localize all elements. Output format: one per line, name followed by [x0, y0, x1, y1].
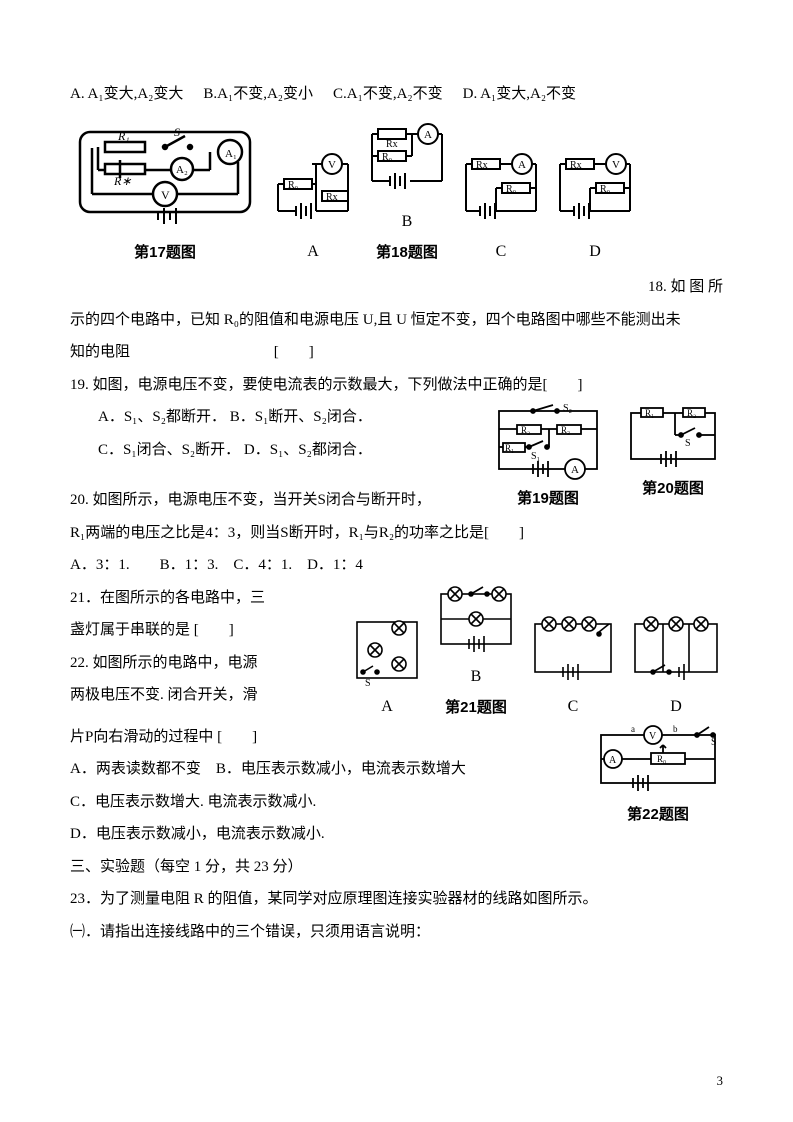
q22-svg: V a b A R₀ S [593, 723, 723, 799]
q18-svg-d: Rx V R₀ [554, 149, 636, 237]
q21-label-b: B [471, 662, 482, 692]
q18-fig-b: A R₀ Rx B 第18题图 [366, 119, 448, 268]
svg-text:R₀: R₀ [600, 184, 611, 195]
svg-text:R₃: R₃ [561, 425, 570, 435]
svg-text:A: A [518, 159, 526, 171]
svg-text:S: S [685, 438, 691, 449]
q20-options: A．3：1. B．1：3. C．4：1. D．1：4 [70, 551, 723, 580]
q17-figure: R₁ S A₁ R∗ A₂ V 第17题图 [70, 122, 260, 268]
q17-options: A. A₁变大,A₂变大 B.A₁不变,A₂变小 C.A₁不变,A₂不变 D. … [70, 80, 723, 109]
q21-figures: S A S B 第21题图 C [351, 584, 723, 723]
q20-svg: R₁ R₂ S [623, 403, 723, 473]
q20-figure: R₁ R₂ S 第20题图 [623, 403, 723, 514]
svg-text:R₁: R₁ [117, 129, 130, 143]
q18-intro-right: 18. 如 图 所 [70, 273, 723, 302]
q21-fig-c: C [529, 614, 617, 722]
svg-text:b: b [673, 724, 678, 734]
svg-text:a: a [631, 724, 635, 734]
q21-fig-label: 第21题图 [445, 694, 507, 723]
svg-text:S: S [174, 125, 180, 139]
svg-text:A: A [424, 129, 432, 141]
q17-opt-a: A. A₁变大,A₂变大 [70, 80, 183, 109]
q18-line1: 示的四个电路中，已知 R₀的阻值和电源电压 U,且 U 恒定不变，四个电路图中哪… [70, 306, 723, 335]
svg-text:S₂: S₂ [563, 403, 572, 414]
q18-fig-c: Rx A R₀ C [460, 149, 542, 267]
svg-text:V: V [649, 731, 657, 742]
q20-fig-label: 第20题图 [642, 475, 704, 504]
q17-opt-c: C.A₁不变,A₂不变 [333, 80, 443, 109]
q21-label-d: D [670, 692, 682, 722]
q18-svg-b: A R₀ Rx [366, 119, 448, 207]
svg-text:Rx: Rx [476, 160, 488, 171]
q23-stem: 23．为了测量电阻 R 的阻值，某同学对应原理图连接实验器材的线路如图所示。 [70, 885, 723, 914]
svg-text:A₂: A₂ [176, 164, 188, 176]
q18-svg-a: V R₀ Rx [272, 149, 354, 237]
svg-text:R₂: R₂ [521, 425, 530, 435]
q21-label-c: C [568, 692, 579, 722]
svg-text:A: A [571, 464, 579, 476]
q18-svg-c: Rx A R₀ [460, 149, 542, 237]
svg-text:R₀: R₀ [657, 754, 666, 764]
q17-opt-b: B.A₁不变,A₂变小 [203, 80, 313, 109]
q18-label-d: D [589, 237, 601, 267]
q18-label-b: B [402, 207, 413, 237]
svg-text:R₂: R₂ [687, 408, 696, 418]
svg-text:S: S [711, 737, 717, 748]
q18-label-a: A [307, 237, 319, 267]
q20-line2: R₁两端的电压之比是4：3，则当S断开时，R₁与R₂的功率之比是[ ] [70, 519, 723, 548]
q18-fig-d: Rx V R₀ D [554, 149, 636, 267]
section3-header: 三、实验题（每空 1 分，共 23 分） [70, 853, 723, 882]
q21-fig-b: S B 第21题图 [435, 584, 517, 723]
q19-figure: S₂ R₂ R₃ R₁ S₁ A 第19题图 [493, 403, 603, 514]
q17-opt-d: D. A₁变大,A₂不变 [463, 80, 576, 109]
svg-text:R∗: R∗ [113, 174, 131, 188]
svg-text:V: V [328, 159, 336, 171]
q17-circuit-svg: R₁ S A₁ R∗ A₂ V [70, 122, 260, 237]
svg-text:R₁: R₁ [505, 443, 514, 453]
svg-text:Rx: Rx [570, 160, 582, 171]
q19-fig-label: 第19题图 [517, 485, 579, 514]
q22-figure: V a b A R₀ S 第22题图 [593, 723, 723, 830]
q18-fig-a: V R₀ Rx A [272, 149, 354, 267]
svg-text:R₁: R₁ [645, 408, 654, 418]
q19-svg: S₂ R₂ R₃ R₁ S₁ A [493, 403, 603, 483]
q19-stem: 19. 如图，电源电压不变，要使电流表的示数最大，下列做法中正确的是[ ] [70, 371, 723, 400]
q18-fig-label: 第18题图 [376, 239, 438, 268]
q17-fig-label: 第17题图 [134, 239, 196, 268]
figure-row-17-18: R₁ S A₁ R∗ A₂ V 第17题图 V R₀ Rx A [70, 119, 723, 268]
svg-text:A₁: A₁ [225, 148, 237, 160]
q21-fig-d: S D [629, 614, 723, 722]
q22-fig-label: 第22题图 [627, 801, 689, 830]
svg-text:V: V [161, 188, 170, 202]
svg-text:A: A [609, 755, 617, 766]
svg-text:R₀: R₀ [288, 180, 299, 191]
q21-label-a: A [381, 692, 393, 722]
q18-line2: 知的电阻 [ ] [70, 338, 723, 367]
q23-sub1: ㈠．请指出连接线路中的三个错误，只须用语言说明： [70, 918, 723, 947]
svg-text:R₀: R₀ [506, 184, 517, 195]
svg-text:S₁: S₁ [531, 451, 540, 462]
q19-q20-figs: S₂ R₂ R₃ R₁ S₁ A 第19题图 R₁ R₂ S [493, 403, 723, 514]
q18-label-c: C [496, 237, 507, 267]
svg-text:R₀: R₀ [382, 152, 393, 163]
page-number: 3 [717, 1069, 724, 1094]
svg-text:V: V [612, 159, 620, 171]
svg-text:Rx: Rx [326, 192, 338, 203]
svg-text:S: S [365, 678, 371, 689]
svg-text:S: S [657, 677, 662, 687]
svg-text:Rx: Rx [386, 139, 398, 150]
q21-fig-a: S A [351, 614, 423, 722]
